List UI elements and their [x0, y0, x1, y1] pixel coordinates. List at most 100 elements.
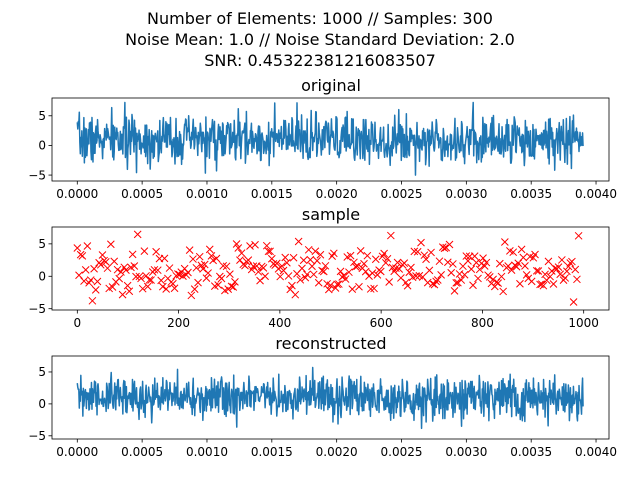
- sample-point: [115, 274, 124, 283]
- sample-point: [514, 259, 523, 268]
- sample-point: [435, 257, 444, 266]
- sample-point: [169, 279, 177, 288]
- sample-point: [103, 264, 112, 273]
- x-tick-label: 0: [73, 316, 81, 330]
- sample-point: [264, 247, 273, 256]
- sample-point: [184, 268, 192, 277]
- sample-point: [386, 231, 395, 240]
- x-tick-label: 800: [471, 316, 494, 330]
- axes-frame-sample: [51, 226, 610, 311]
- x-tick-label: 0.0030: [445, 445, 487, 459]
- sample-point: [299, 256, 308, 265]
- x-tick-label: 0.0035: [510, 445, 552, 459]
- series-line: [76, 366, 584, 430]
- figure-title-line-2: Noise Mean: 1.0 // Noise Standard Deviat…: [125, 30, 515, 49]
- sample-point: [232, 240, 241, 248]
- x-tick-label: 1000: [568, 316, 599, 330]
- plot-area-original: 0.0000 0.0005 0.0010 0.0015 0.0020 0.0025 0.00…: [28, 101, 617, 201]
- sample-point: [147, 276, 155, 284]
- sample-point: [427, 248, 435, 257]
- sample-point: [569, 298, 578, 306]
- sample-point: [303, 270, 311, 279]
- sample-point: [351, 262, 360, 271]
- x-tick-label: 200: [167, 316, 190, 330]
- sample-point: [187, 291, 196, 300]
- sample-point: [534, 267, 543, 275]
- x-tick-label: 0.0015: [251, 445, 293, 459]
- sample-point: [296, 275, 305, 284]
- sample-point: [137, 274, 145, 283]
- sample-point: [452, 278, 461, 287]
- sample-point: [447, 268, 456, 277]
- sample-point: [360, 259, 368, 268]
- sample-point: [509, 248, 518, 257]
- sample-point: [190, 285, 199, 293]
- sample-point: [405, 268, 414, 277]
- sample-point: [517, 245, 526, 254]
- sample-point: [420, 251, 429, 260]
- sample-point: [464, 256, 472, 265]
- sample-point: [81, 266, 90, 274]
- sample-point: [573, 275, 581, 284]
- sample-point: [400, 259, 409, 268]
- sample-point: [96, 260, 105, 269]
- sample-point: [479, 254, 487, 262]
- sample-point: [200, 260, 209, 269]
- x-tick-label: 0.0010: [186, 187, 228, 201]
- sample-point: [316, 250, 325, 259]
- sample-point: [306, 255, 315, 264]
- sample-point: [118, 290, 127, 299]
- sample-point: [234, 244, 243, 252]
- x-tick-label: 0.0020: [316, 445, 358, 459]
- axes-frame-original: [51, 97, 610, 182]
- sample-point: [467, 265, 476, 273]
- sample-point: [309, 270, 318, 279]
- sample-point: [272, 259, 281, 268]
- sample-point: [532, 266, 541, 275]
- sample-point: [262, 241, 271, 250]
- sample-point: [546, 272, 554, 281]
- sample-point: [507, 266, 516, 275]
- sample-point: [428, 279, 437, 288]
- sample-point: [469, 281, 477, 290]
- y-tick-label: −5: [28, 302, 46, 316]
- x-tick-label: 0.0025: [381, 187, 423, 201]
- x-tick-label: 600: [370, 316, 393, 330]
- sample-point: [383, 254, 392, 263]
- subplot-reconstructed: reconstructed 0.0000 0.0005 0.0010 0.0015 0.…: [28, 334, 617, 459]
- sample-point: [113, 265, 122, 274]
- y-tick-label: −5: [28, 168, 46, 182]
- sample-point: [504, 262, 513, 270]
- sample-point: [381, 258, 390, 267]
- sample-point: [417, 238, 425, 247]
- sample-point: [563, 267, 571, 276]
- sample-point: [318, 266, 326, 275]
- sample-point: [195, 252, 204, 261]
- subplot-title-reconstructed: reconstructed: [275, 334, 386, 353]
- sample-point: [313, 256, 321, 265]
- sample-point: [457, 276, 466, 284]
- sample-point: [407, 263, 415, 272]
- sample-point: [410, 247, 419, 256]
- sample-point: [482, 258, 491, 267]
- sample-point: [157, 276, 166, 285]
- sample-point: [380, 249, 388, 258]
- x-tick-label: 0.0030: [445, 187, 487, 201]
- sample-point: [237, 249, 246, 258]
- sample-point: [440, 244, 449, 253]
- sample-point: [413, 247, 422, 256]
- x-tick-label: 0.0035: [510, 187, 552, 201]
- x-tick-label: 0.0005: [121, 187, 163, 201]
- y-tick-label: 0: [38, 397, 46, 411]
- sample-point: [132, 272, 140, 281]
- sample-point: [122, 266, 130, 274]
- sample-point: [341, 275, 350, 283]
- sample-point: [91, 285, 100, 294]
- sample-point: [298, 264, 306, 273]
- sample-point: [86, 276, 95, 284]
- sample-point: [574, 231, 583, 240]
- sample-point: [158, 282, 167, 291]
- sample-point: [499, 287, 508, 296]
- figure-title-line-3: SNR: 0.45322381216083507: [204, 51, 436, 70]
